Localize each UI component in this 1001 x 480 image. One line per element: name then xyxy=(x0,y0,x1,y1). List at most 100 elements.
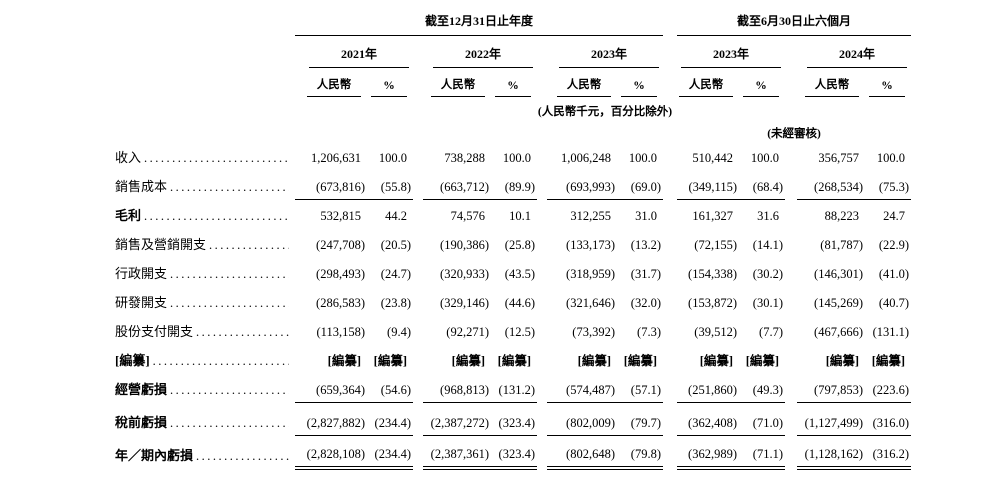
value-cell: (316.2) xyxy=(865,435,912,470)
table-row: 稅前虧損 (2,827,882)(234.4) (2,387,272)(323.4)… xyxy=(115,402,912,436)
header-group-interim: 截至6月30日止六個月 xyxy=(677,10,912,36)
value-cell: 312,255 xyxy=(570,209,611,223)
row-label: 研發開支 xyxy=(115,286,295,315)
value-cell: (39,512) xyxy=(694,325,738,339)
value-cell: [編纂] xyxy=(451,354,485,368)
empty-cell xyxy=(115,97,295,119)
column-gap xyxy=(785,170,797,199)
row-label: 收入 xyxy=(115,141,295,170)
column-gap xyxy=(785,344,797,373)
column-gap xyxy=(785,402,797,435)
header-rmb: 人民幣 xyxy=(423,68,491,97)
row-label: 稅前虧損 xyxy=(115,402,295,435)
value-cell: (323.4) xyxy=(491,435,537,470)
value-cell: 1,206,631 xyxy=(311,151,361,165)
value-cell: 356,757 xyxy=(818,151,860,165)
value-cell: (133,173) xyxy=(566,238,615,252)
value-cell: (32.0) xyxy=(630,296,662,310)
empty-cell xyxy=(663,97,911,119)
value-cell: 44.2 xyxy=(385,209,407,223)
column-gap xyxy=(785,199,797,228)
dotted-leader xyxy=(196,324,289,340)
value-cell: (802,009) xyxy=(547,402,617,436)
column-gap xyxy=(537,68,547,97)
value-cell: (55.8) xyxy=(367,170,413,200)
column-gap xyxy=(785,68,797,97)
column-gap xyxy=(537,435,547,468)
table-row: 年／期內虧損 (2,828,108)(234.4) (2,387,361)(323.… xyxy=(115,435,912,470)
value-cell: (20.5) xyxy=(380,238,411,252)
header-percent: % xyxy=(367,68,413,97)
column-gap xyxy=(413,68,423,97)
value-cell: (2,827,882) xyxy=(295,402,367,436)
group-header-row: 截至12月31日止年度 截至6月30日止六個月 xyxy=(115,10,912,36)
row-label: 銷售及營銷開支 xyxy=(115,228,295,257)
header-year-2023-interim: 2023年 xyxy=(677,36,785,68)
column-gap xyxy=(537,402,547,435)
column-gap xyxy=(663,141,677,170)
value-cell: (54.6) xyxy=(367,373,413,403)
column-gap xyxy=(785,315,797,344)
value-cell: 100.0 xyxy=(750,151,780,165)
value-cell: (68.4) xyxy=(739,170,786,200)
dotted-leader xyxy=(144,208,289,224)
column-gap xyxy=(537,199,547,228)
column-gap xyxy=(663,315,677,344)
empty-cell xyxy=(295,119,677,141)
column-gap xyxy=(785,257,797,286)
value-cell: (321,646) xyxy=(566,296,615,310)
header-rmb: 人民幣 xyxy=(295,68,367,97)
column-gap xyxy=(413,373,423,402)
value-cell: (1,127,499) xyxy=(797,402,866,436)
value-cell: (2,387,272) xyxy=(423,402,491,436)
value-cell: (131.1) xyxy=(872,325,910,339)
header-group-annual: 截至12月31日止年度 xyxy=(295,10,664,36)
value-cell: (7.7) xyxy=(759,325,784,339)
column-gap xyxy=(663,286,677,315)
value-cell: (69.0) xyxy=(617,170,664,200)
column-gap xyxy=(537,228,547,257)
value-cell: 532,815 xyxy=(320,209,361,223)
empty-cell xyxy=(115,10,295,36)
table-row: [編纂] [編纂] [編纂] [編纂] [編纂] [編纂] [編纂] [編纂] [編纂] [編纂]… xyxy=(115,344,911,373)
column-gap xyxy=(663,344,677,373)
value-cell: 100.0 xyxy=(628,151,658,165)
row-label: 行政開支 xyxy=(115,257,295,286)
column-gap xyxy=(663,170,677,199)
financial-table: 截至12月31日止年度 截至6月30日止六個月 2021年 2022年 2023… xyxy=(115,10,912,470)
value-cell: (234.4) xyxy=(367,435,413,470)
value-cell: (247,708) xyxy=(316,238,365,252)
row-label-text: 銷售及營銷開支 xyxy=(115,237,207,252)
dotted-leader xyxy=(170,295,289,311)
value-cell: 10.1 xyxy=(509,209,531,223)
column-gap xyxy=(413,402,423,435)
value-cell: 74,576 xyxy=(450,209,485,223)
value-cell: (145,269) xyxy=(814,296,864,310)
column-gap xyxy=(413,257,423,286)
column-gap xyxy=(413,435,423,468)
value-cell: [編纂] xyxy=(577,354,611,368)
row-label-text: 行政開支 xyxy=(115,266,168,281)
unaudited-note: (未經審核) xyxy=(767,128,821,140)
table-row: 毛利 532,815 44.2 74,576 10.1 312,255 31.0 161,32… xyxy=(115,199,911,228)
value-cell: (57.1) xyxy=(617,373,664,403)
value-cell: [編纂] xyxy=(327,354,361,368)
column-gap xyxy=(663,10,677,36)
year-header-row: 2021年 2022年 2023年 2023年 2024年 xyxy=(115,36,911,68)
value-cell: [編纂] xyxy=(623,354,658,368)
value-cell: (23.8) xyxy=(380,296,411,310)
table-row: 銷售及營銷開支 (247,708) (20.5) (190,386) (25.8) (13… xyxy=(115,228,911,257)
value-cell: (154,338) xyxy=(688,267,738,281)
column-gap xyxy=(413,141,423,170)
row-label: 銷售成本 xyxy=(115,170,295,199)
value-cell: (44.6) xyxy=(504,296,535,310)
row-label-text: 研發開支 xyxy=(115,295,168,310)
value-cell: (49.3) xyxy=(739,373,786,403)
value-cell: [編纂] xyxy=(699,354,734,368)
column-gap xyxy=(537,257,547,286)
header-rmb: 人民幣 xyxy=(547,68,617,97)
value-cell: (298,493) xyxy=(316,267,365,281)
value-cell: (71.0) xyxy=(739,402,786,436)
row-label-text: 收入 xyxy=(115,150,142,165)
value-cell: (9.4) xyxy=(387,325,411,339)
